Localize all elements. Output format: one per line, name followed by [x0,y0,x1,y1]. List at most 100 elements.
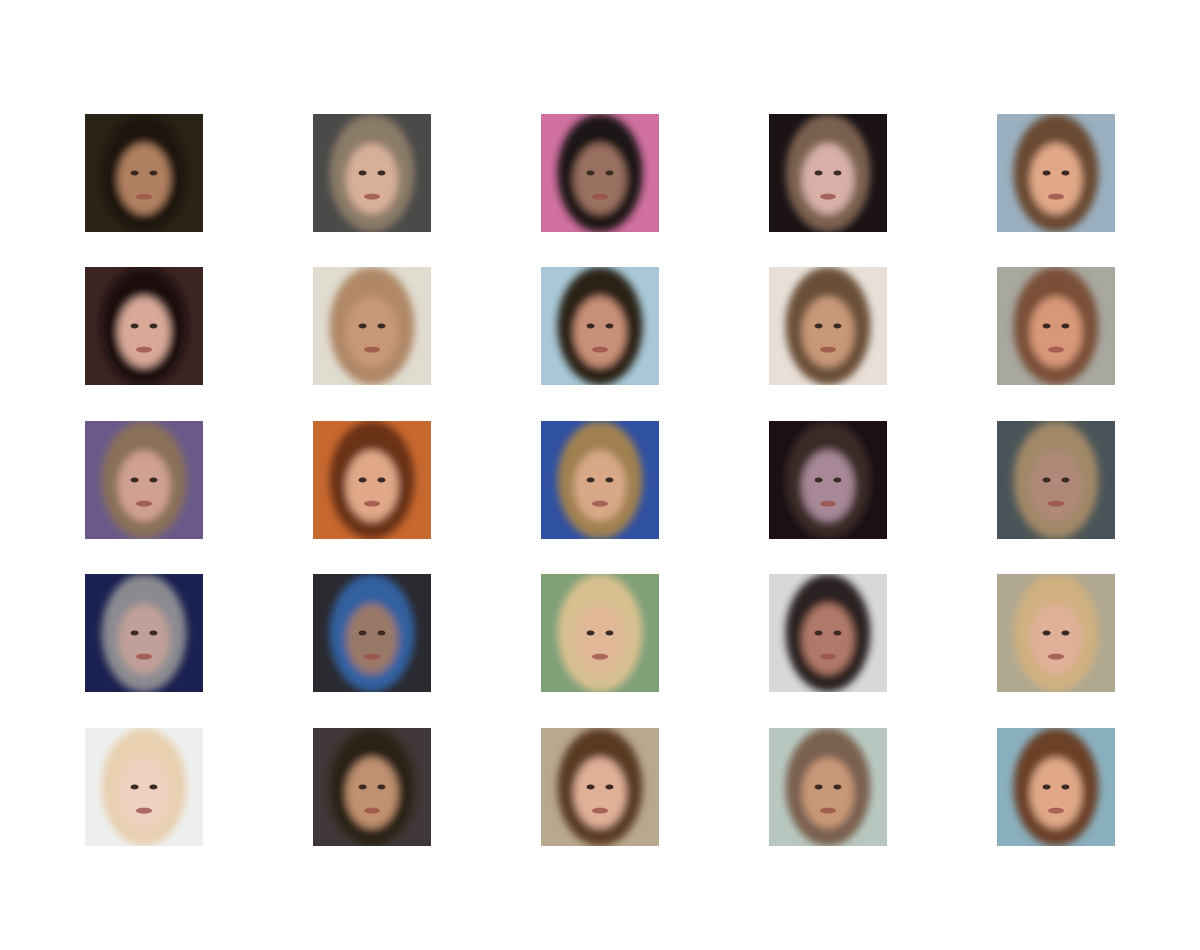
eye [586,630,595,636]
face [118,603,170,675]
face-content [85,421,203,539]
face-blur [329,728,415,846]
face-blur [1013,574,1099,692]
eye [833,323,842,329]
face [574,603,626,675]
face-blur [1013,267,1099,385]
mouth [1048,807,1064,814]
mouth [1048,500,1064,507]
face-content [85,267,203,385]
face-blur [785,574,871,692]
eye [605,477,614,483]
face-blur [101,421,187,539]
face-blur [785,421,871,539]
mouth [364,500,380,507]
face-image [541,574,659,692]
face [118,296,170,368]
face [574,143,626,215]
face-blur [1013,728,1099,846]
mouth [592,193,608,200]
mouth [1048,193,1064,200]
face [1030,143,1082,215]
face-content [997,421,1115,539]
face-image [313,421,431,539]
face-image [769,114,887,232]
face [802,143,854,215]
face-content [313,267,431,385]
face-image [997,267,1115,385]
eye [130,630,139,636]
face-blur [557,267,643,385]
mouth [364,653,380,660]
face-image [769,728,887,846]
eye [814,477,823,483]
face-blur [557,574,643,692]
face-content [769,267,887,385]
face [346,757,398,829]
face-image [769,267,887,385]
face-content [313,421,431,539]
eye [1042,784,1051,790]
face-content [997,114,1115,232]
eye [1061,477,1070,483]
eye [586,784,595,790]
face-content [997,267,1115,385]
eye [605,630,614,636]
mouth [136,193,152,200]
face-image [997,574,1115,692]
eye [833,784,842,790]
face-content [85,574,203,692]
face-content [541,114,659,232]
face-image [313,267,431,385]
face-content [85,114,203,232]
eye [814,784,823,790]
face [1030,450,1082,522]
face-blur [785,728,871,846]
face-content [313,114,431,232]
mouth [364,193,380,200]
mouth [592,346,608,353]
eye [377,784,386,790]
face-content [541,421,659,539]
eye [377,477,386,483]
face-content [541,728,659,846]
face-image [769,574,887,692]
face-blur [101,728,187,846]
eye [358,477,367,483]
face [346,450,398,522]
face-image [313,728,431,846]
face-content [769,728,887,846]
face-image [541,728,659,846]
face-image [997,421,1115,539]
mouth [592,807,608,814]
eye [130,784,139,790]
eye [605,323,614,329]
face [802,757,854,829]
face-image [85,421,203,539]
mouth [136,500,152,507]
face-content [313,728,431,846]
face-image [313,114,431,232]
mouth [820,193,836,200]
mouth [364,346,380,353]
eye [833,170,842,176]
face-content [85,728,203,846]
eye [833,477,842,483]
face [1030,757,1082,829]
eye [149,323,158,329]
eye [1042,630,1051,636]
mouth [820,500,836,507]
face [802,296,854,368]
eye [586,323,595,329]
face [1030,296,1082,368]
eye [130,323,139,329]
face-blur [785,114,871,232]
eye [149,477,158,483]
face [802,450,854,522]
face [118,143,170,215]
eye [586,477,595,483]
eye [377,323,386,329]
eye [149,784,158,790]
face-image [541,267,659,385]
